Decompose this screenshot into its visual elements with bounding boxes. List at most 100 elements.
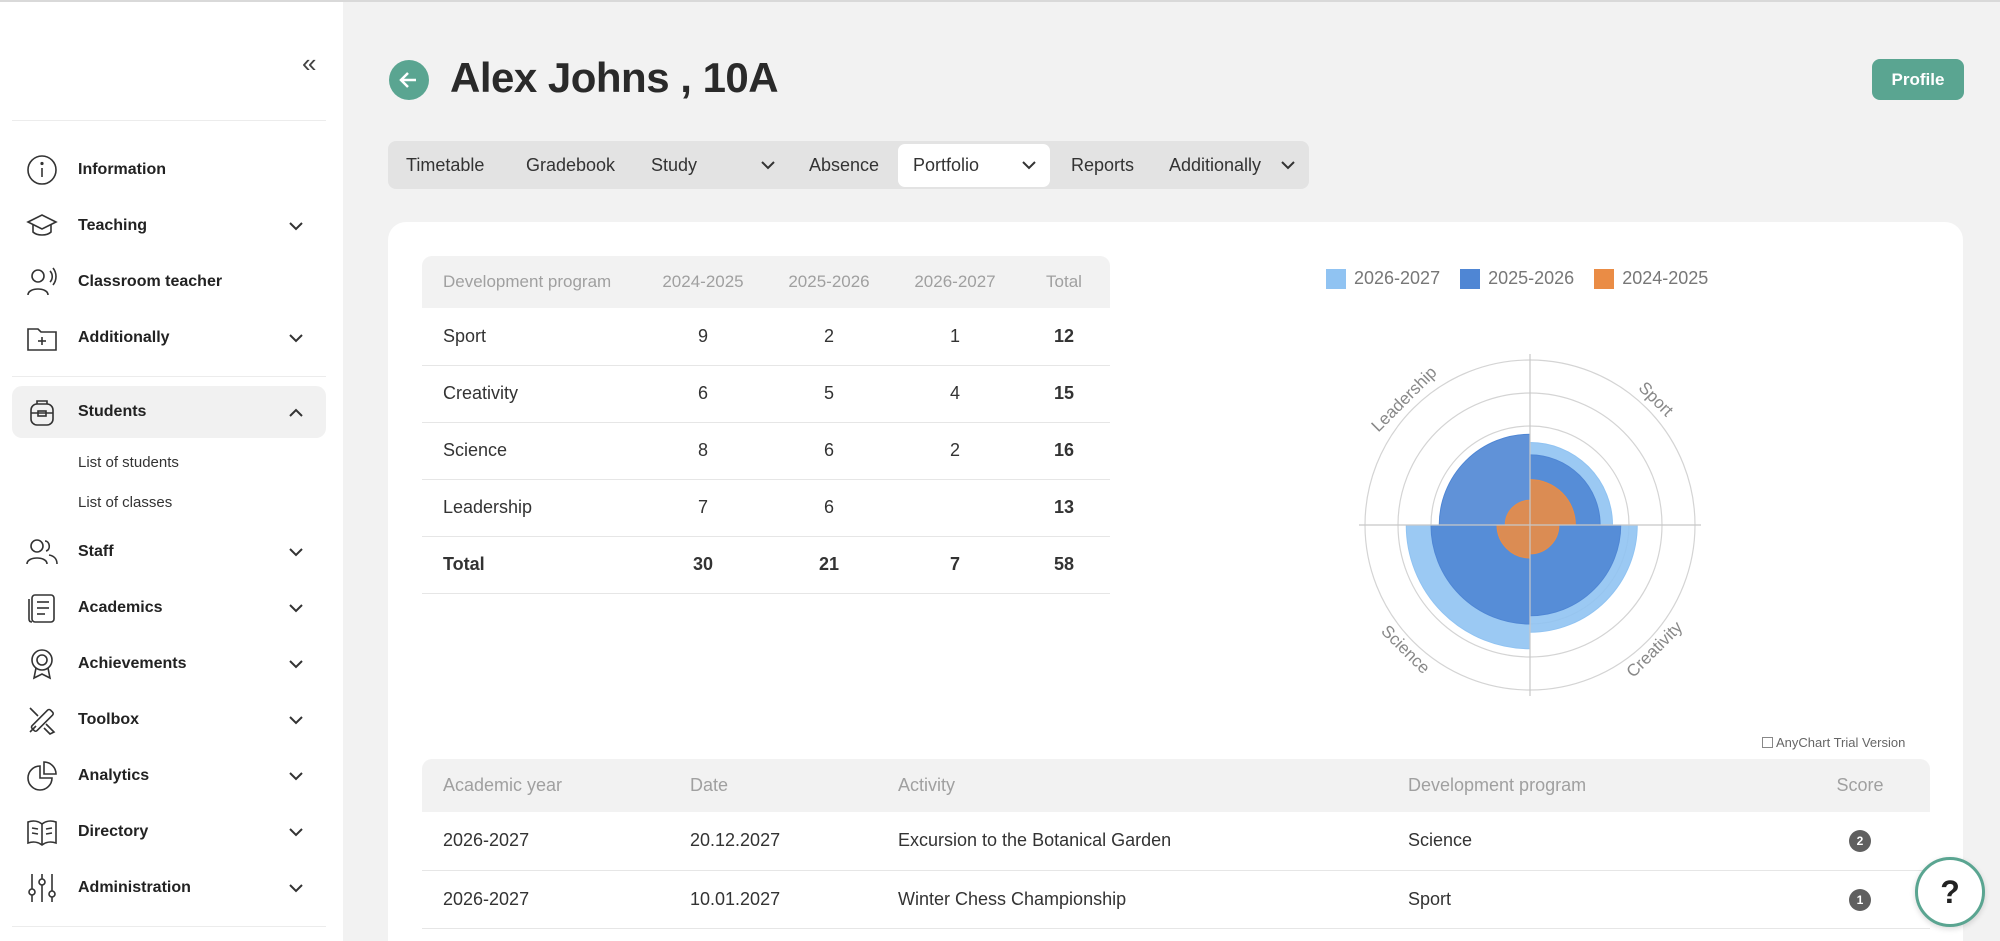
sidebar-item-directory[interactable]: Directory <box>12 806 326 858</box>
sidebar-item-staff[interactable]: Staff <box>12 526 326 578</box>
sidebar-item-label: Achievements <box>78 655 187 672</box>
activity-table: Academic year Date Activity Development … <box>422 759 1930 929</box>
sidebar-item-administration[interactable]: Administration <box>12 862 326 914</box>
column-header[interactable]: Score <box>1790 759 1930 812</box>
tab-portfolio[interactable]: Portfolio <box>898 144 1050 187</box>
total-cell: 7 <box>892 536 1018 594</box>
value-cell: 1 <box>892 308 1018 366</box>
chart-credit-icon <box>1762 737 1773 748</box>
tab-study[interactable]: Study <box>651 141 781 189</box>
sidebar-item-label: Administration <box>78 879 191 896</box>
legend-label: 2024-2025 <box>1622 268 1709 288</box>
total-cell: 30 <box>640 536 766 594</box>
value-cell: 6 <box>766 422 892 480</box>
sidebar-item-classroom-teacher[interactable]: Classroom teacher <box>12 256 326 308</box>
column-header[interactable]: Development program <box>1408 759 1790 812</box>
sidebar-divider <box>12 376 326 377</box>
tab-reports[interactable]: Reports <box>1071 141 1134 189</box>
legend-item[interactable]: 2026-2027 <box>1326 268 1440 289</box>
total-cell: 21 <box>766 536 892 594</box>
program-cell: Science <box>422 422 640 480</box>
chevron-down-icon <box>286 216 306 236</box>
profile-button[interactable]: Profile <box>1872 59 1964 100</box>
column-header: 2026-2027 <box>892 256 1018 308</box>
sidebar-item-label: Toolbox <box>78 711 140 728</box>
value-cell <box>892 479 1018 537</box>
help-button[interactable]: ? <box>1915 857 1985 927</box>
chart-credit: AnyChart Trial Version <box>1762 735 1905 750</box>
sidebar-subitem-list-of-students[interactable]: List of students <box>78 454 179 471</box>
tab-label: Additionally <box>1169 154 1262 175</box>
collapse-sidebar-icon[interactable]: « <box>302 48 317 78</box>
table-row: Creativity 6 5 4 15 <box>422 365 1110 423</box>
column-header[interactable]: Academic year <box>422 759 690 812</box>
total-cell: 16 <box>1018 422 1110 480</box>
sidebar-item-additionally[interactable]: Additionally <box>12 312 326 364</box>
sector-2024-2025-leadership[interactable] <box>1504 499 1531 526</box>
value-cell: 9 <box>640 308 766 366</box>
value-cell: 2 <box>892 422 1018 480</box>
column-header[interactable]: Date <box>690 759 898 812</box>
sidebar-item-label: Classroom teacher <box>78 273 223 290</box>
score-cell: 1 <box>1790 870 1930 929</box>
users-icon <box>22 532 62 572</box>
chevron-down-icon <box>1281 160 1295 170</box>
legend-swatch <box>1326 268 1346 289</box>
sector-2024-2025-creativity[interactable] <box>1529 524 1560 555</box>
sidebar-divider <box>12 120 326 121</box>
legend-item[interactable]: 2024-2025 <box>1594 268 1708 289</box>
chevron-down-icon <box>286 710 306 730</box>
date-cell: 20.12.2027 <box>690 812 898 871</box>
table-row[interactable]: 2026-2027 20.12.2027 Excursion to the Bo… <box>422 812 1930 871</box>
sidebar-item-teaching[interactable]: Teaching <box>12 200 326 252</box>
tab-absence[interactable]: Absence <box>809 141 879 189</box>
chevron-down-icon <box>286 878 306 898</box>
sidebar-item-analytics[interactable]: Analytics <box>12 750 326 802</box>
program-cell: Leadership <box>422 479 640 537</box>
legend-item[interactable]: 2025-2026 <box>1460 268 1574 289</box>
sidebar-item-toolbox[interactable]: Toolbox <box>12 694 326 746</box>
sector-2025-2026-science[interactable] <box>1430 524 1531 625</box>
sector-2024-2025-sport[interactable] <box>1529 479 1576 526</box>
sector-2024-2025-science[interactable] <box>1496 524 1531 559</box>
chart-credit-text: AnyChart Trial Version <box>1776 735 1906 750</box>
column-header[interactable]: Activity <box>898 759 1408 812</box>
table-row: Science 8 6 2 16 <box>422 422 1110 480</box>
program-cell: Sport <box>422 308 640 366</box>
column-header: 2025-2026 <box>766 256 892 308</box>
value-cell: 4 <box>892 365 1018 423</box>
table-row: Leadership 7 6 13 <box>422 479 1110 537</box>
sidebar-item-achievements[interactable]: Achievements <box>12 638 326 690</box>
tab-label: Reports <box>1071 154 1135 175</box>
sidebar-item-label: Academics <box>78 599 163 616</box>
chevron-up-icon <box>286 402 306 422</box>
sector-2025-2026-creativity[interactable] <box>1529 524 1622 617</box>
sidebar: « Information Teaching Classroom teacher… <box>0 2 343 941</box>
back-button[interactable] <box>389 60 429 100</box>
sidebar-item-label: Teaching <box>78 217 148 234</box>
score-badge: 2 <box>1849 830 1871 853</box>
tab-label: Study <box>651 154 698 175</box>
tab-additionally[interactable]: Additionally <box>1169 141 1297 189</box>
sidebar-item-information[interactable]: Information <box>12 144 326 196</box>
value-cell: 5 <box>766 365 892 423</box>
sidebar-item-academics[interactable]: Academics <box>12 582 326 634</box>
tab-timetable[interactable]: Timetable <box>406 141 484 189</box>
table-row[interactable]: 2026-2027 10.01.2027 Winter Chess Champi… <box>422 870 1930 929</box>
column-header: Total <box>1018 256 1110 308</box>
category-label: Leadership <box>1368 363 1441 436</box>
value-cell: 6 <box>640 365 766 423</box>
total-cell: 13 <box>1018 479 1110 537</box>
sidebar-item-students[interactable]: Students <box>12 386 326 438</box>
tab-label: Absence <box>809 154 880 175</box>
chevron-down-icon <box>1022 161 1036 170</box>
column-header: Development program <box>422 256 640 308</box>
sector-2025-2026-leadership[interactable] <box>1438 433 1531 526</box>
award-icon <box>22 644 62 684</box>
date-cell: 10.01.2027 <box>690 870 898 929</box>
activity-cell: Excursion to the Botanical Garden <box>898 812 1408 871</box>
tab-gradebook[interactable]: Gradebook <box>526 141 615 189</box>
info-icon <box>22 150 62 190</box>
legend-swatch <box>1594 268 1615 289</box>
sidebar-subitem-list-of-classes[interactable]: List of classes <box>78 494 173 511</box>
